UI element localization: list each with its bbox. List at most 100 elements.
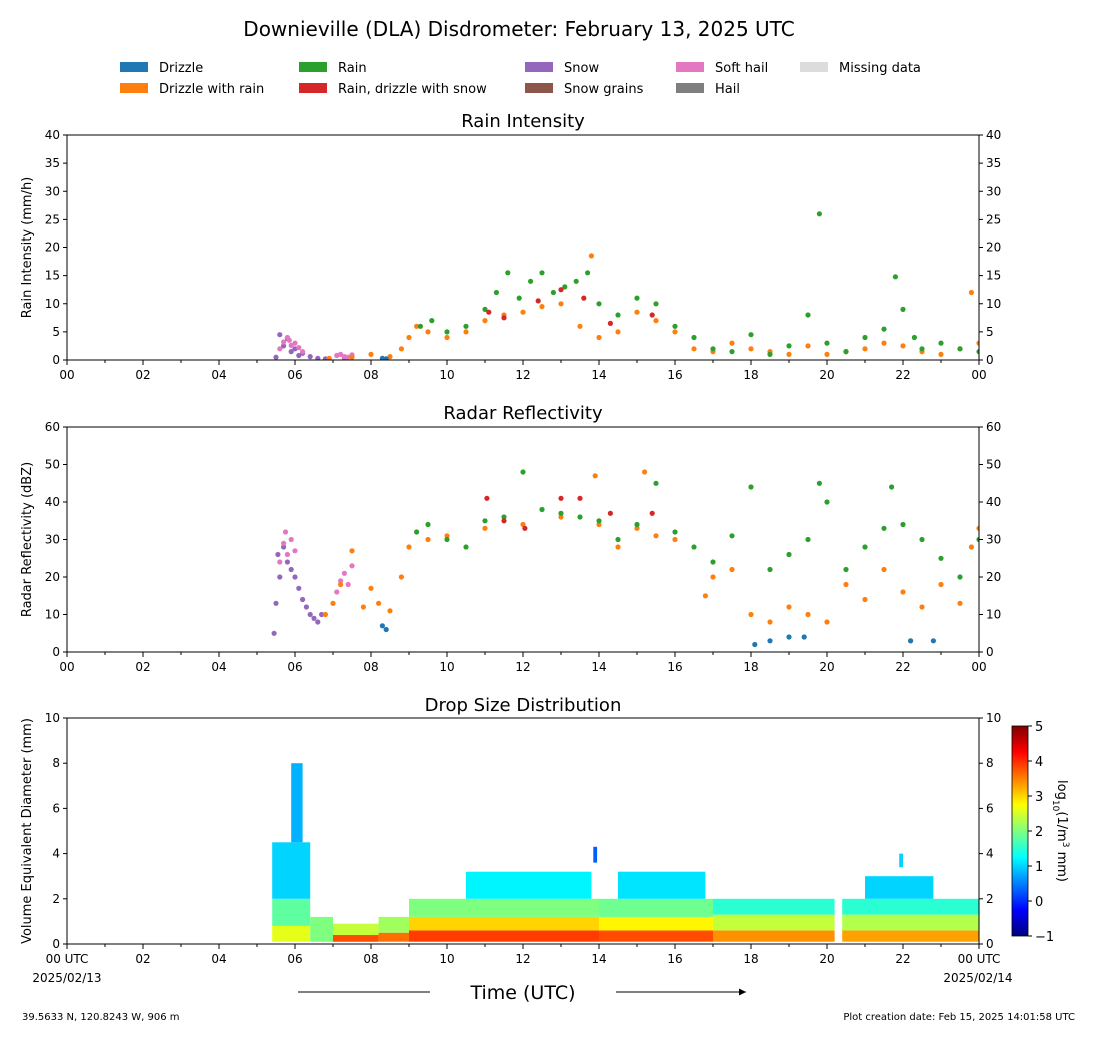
data-point	[505, 270, 511, 276]
data-point	[444, 329, 450, 335]
heatmap-cell	[842, 930, 979, 942]
data-point	[277, 574, 283, 580]
data-point	[862, 544, 868, 550]
data-point	[463, 323, 469, 329]
data-point	[330, 600, 336, 606]
data-point	[501, 514, 507, 520]
end-date-label: 2025/02/14	[943, 971, 1012, 985]
legend-label-4: Snow	[564, 61, 599, 76]
heatmap-cell	[599, 930, 713, 942]
data-point	[649, 312, 655, 318]
heatmap-cell	[333, 923, 379, 935]
data-point	[577, 495, 583, 501]
data-point	[581, 295, 587, 301]
data-point	[281, 540, 287, 546]
data-point	[277, 559, 283, 565]
legend-swatch-4	[525, 62, 553, 72]
data-point	[710, 346, 716, 352]
y-tick-label-right: 40	[986, 128, 1001, 142]
y-tick-label-left: 4	[52, 847, 60, 861]
colorbar-gradient	[1011, 725, 1029, 937]
y-tick-label-right: 2	[986, 892, 994, 906]
x-tick-label: 20	[819, 368, 834, 382]
colorbar-label: log10(1/m3 mm)	[1050, 780, 1070, 882]
x-tick-label: 22	[895, 660, 910, 674]
data-point	[282, 529, 289, 535]
data-point	[539, 270, 545, 276]
data-point	[535, 298, 541, 304]
data-point	[292, 548, 298, 554]
y-tick-label-right: 10	[986, 297, 1001, 311]
y-tick-label-left: 6	[52, 801, 60, 815]
data-point	[729, 340, 735, 346]
data-point	[271, 630, 277, 636]
data-point	[296, 345, 302, 351]
data-point	[653, 480, 659, 486]
heatmap-cell	[409, 916, 599, 931]
x-tick-label: 14	[591, 660, 606, 674]
data-point	[444, 334, 450, 341]
data-point	[349, 354, 355, 360]
x-tick-label: 10	[439, 368, 454, 382]
data-point	[338, 581, 344, 588]
data-point	[710, 559, 716, 565]
data-point	[550, 289, 557, 296]
x-tick-label: 10	[439, 660, 454, 674]
colorbar-tick-label: 3	[1035, 790, 1043, 805]
data-point	[383, 626, 389, 633]
data-point	[816, 480, 823, 486]
start-date-label: 2025/02/13	[32, 971, 101, 985]
colorbar-tick-label: 5	[1035, 720, 1043, 735]
colorbar-tick-label: 0	[1035, 895, 1043, 910]
data-point	[615, 544, 621, 550]
y-tick-label-right: 35	[986, 156, 1001, 170]
y-tick-label-right: 10	[986, 608, 1001, 622]
data-layer	[271, 469, 979, 648]
footer-creation-date: Plot creation date: Feb 15, 2025 14:01:5…	[843, 1012, 1075, 1023]
data-point	[889, 484, 895, 490]
data-point	[752, 641, 758, 648]
heatmap-cell	[272, 898, 311, 926]
y-tick-label-right: 50	[986, 458, 1001, 472]
data-point	[307, 611, 313, 618]
data-point	[345, 354, 351, 360]
data-point	[900, 306, 906, 312]
data-point	[516, 295, 522, 301]
data-point	[288, 349, 294, 355]
y-tick-label-right: 30	[986, 184, 1001, 198]
y-tick-label-left: 8	[52, 756, 60, 770]
legend: Drizzle Drizzle with rain Rain Rain, drizzl…	[120, 61, 921, 97]
data-point	[702, 593, 709, 599]
data-point	[938, 581, 944, 588]
data-point	[824, 499, 830, 505]
data-point	[767, 566, 773, 573]
x-tick-label: 04	[211, 660, 226, 674]
y-tick-label-right: 0	[986, 645, 994, 659]
data-point	[425, 521, 431, 528]
data-point	[596, 521, 602, 528]
x-tick-label: 22	[895, 368, 910, 382]
data-point	[322, 611, 328, 618]
data-point	[862, 596, 868, 603]
x-tick-label: 12	[515, 660, 530, 674]
legend-swatch-0	[120, 62, 148, 72]
data-point	[349, 548, 355, 554]
heatmap-cell	[466, 871, 592, 899]
heatmap-cell	[378, 932, 409, 942]
data-point	[577, 323, 583, 329]
heatmap-cell	[310, 916, 333, 942]
data-point	[275, 551, 281, 558]
data-point	[900, 589, 906, 595]
data-point	[326, 355, 332, 360]
data-point	[957, 346, 963, 352]
data-point	[767, 638, 773, 644]
data-point	[311, 615, 317, 621]
data-point	[607, 510, 614, 516]
data-point	[634, 525, 640, 531]
colorbar-tick-label: 1	[1035, 860, 1043, 875]
y-tick-label-left: 30	[45, 533, 60, 547]
data-point	[919, 346, 925, 352]
data-point	[292, 574, 298, 580]
data-point	[482, 518, 488, 524]
